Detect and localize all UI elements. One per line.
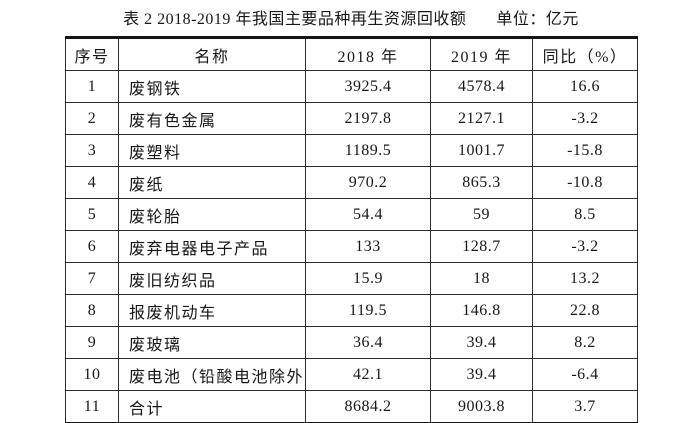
cell-category-name: 废轮胎	[118, 198, 306, 231]
cell-yoy-percent: -15.8	[532, 134, 638, 167]
cell-value-2018: 36.4	[305, 326, 431, 359]
cell-value-2019: 18	[430, 262, 533, 295]
cell-category-name: 合计	[118, 390, 306, 423]
cell-yoy-percent: -10.8	[532, 166, 638, 199]
cell-value-2018: 119.5	[305, 294, 431, 327]
cell-serial-number: 1	[65, 70, 119, 103]
cell-value-2019: 1001.7	[430, 134, 533, 167]
cell-serial-number: 10	[65, 358, 119, 391]
cell-serial-number: 9	[65, 326, 119, 359]
cell-category-name: 废塑料	[118, 134, 306, 167]
cell-value-2019: 39.4	[430, 326, 533, 359]
cell-serial-number: 5	[65, 198, 119, 231]
cell-value-2018: 133	[305, 230, 431, 263]
header-serial-number: 序号	[65, 37, 119, 71]
table-row: 6 废弃电器电子产品 133 128.7 -3.2	[65, 230, 638, 263]
header-yoy-percent: 同比（%）	[532, 37, 638, 71]
cell-yoy-percent: 22.8	[532, 294, 638, 327]
cell-serial-number: 6	[65, 230, 119, 263]
cell-value-2019: 146.8	[430, 294, 533, 327]
header-year-2019: 2019 年	[430, 37, 533, 71]
cell-yoy-percent: 16.6	[532, 70, 638, 103]
cell-category-name: 废弃电器电子产品	[118, 230, 306, 263]
cell-value-2019: 4578.4	[430, 70, 533, 103]
table-row: 9 废玻璃 36.4 39.4 8.2	[65, 326, 638, 359]
cell-serial-number: 3	[65, 134, 119, 167]
cell-yoy-percent: -6.4	[532, 358, 638, 391]
cell-value-2019: 9003.8	[430, 390, 533, 423]
cell-yoy-percent: -3.2	[532, 230, 638, 263]
cell-serial-number: 2	[65, 102, 119, 135]
cell-yoy-percent: 8.2	[532, 326, 638, 359]
cell-value-2018: 1189.5	[305, 134, 431, 167]
table-row: 10 废电池（铅酸电池除外） 42.1 39.4 -6.4	[65, 358, 638, 391]
recycling-table: 序号 名称 2018 年 2019 年 同比（%） 1 废钢铁 3925.4 4…	[65, 36, 638, 423]
table-row: 4 废纸 970.2 865.3 -10.8	[65, 166, 638, 199]
cell-yoy-percent: 13.2	[532, 262, 638, 295]
cell-yoy-percent: -3.2	[532, 102, 638, 135]
cell-category-name: 报废机动车	[118, 294, 306, 327]
table-row: 3 废塑料 1189.5 1001.7 -15.8	[65, 134, 638, 167]
cell-value-2018: 2197.8	[305, 102, 431, 135]
cell-value-2019: 59	[430, 198, 533, 231]
cell-value-2018: 970.2	[305, 166, 431, 199]
cell-value-2019: 128.7	[430, 230, 533, 263]
cell-value-2019: 865.3	[430, 166, 533, 199]
cell-value-2018: 3925.4	[305, 70, 431, 103]
cell-category-name: 废钢铁	[118, 70, 306, 103]
cell-value-2018: 15.9	[305, 262, 431, 295]
table-row: 11 合计 8684.2 9003.8 3.7	[65, 390, 638, 423]
cell-serial-number: 11	[65, 390, 119, 423]
cell-category-name: 废纸	[118, 166, 306, 199]
cell-serial-number: 7	[65, 262, 119, 295]
table-header-row: 序号 名称 2018 年 2019 年 同比（%）	[65, 37, 638, 71]
cell-category-name: 废旧纺织品	[118, 262, 306, 295]
table-row: 8 报废机动车 119.5 146.8 22.8	[65, 294, 638, 327]
document-page: 表 2 2018-2019 年我国主要品种再生资源回收额 单位：亿元 序号 名称…	[0, 5, 698, 423]
cell-category-name: 废电池（铅酸电池除外）	[118, 358, 306, 391]
table-caption-title: 表 2 2018-2019 年我国主要品种再生资源回收额	[123, 11, 467, 28]
cell-serial-number: 4	[65, 166, 119, 199]
cell-value-2018: 42.1	[305, 358, 431, 391]
table-row: 7 废旧纺织品 15.9 18 13.2	[65, 262, 638, 295]
cell-value-2018: 54.4	[305, 198, 431, 231]
table-row: 1 废钢铁 3925.4 4578.4 16.6	[65, 70, 638, 103]
table-caption-unit: 单位：亿元	[496, 11, 579, 28]
cell-yoy-percent: 8.5	[532, 198, 638, 231]
cell-value-2019: 39.4	[430, 358, 533, 391]
table-body: 1 废钢铁 3925.4 4578.4 16.6 2 废有色金属 2197.8 …	[65, 70, 638, 423]
cell-value-2018: 8684.2	[305, 390, 431, 423]
table-row: 5 废轮胎 54.4 59 8.5	[65, 198, 638, 231]
cell-category-name: 废有色金属	[118, 102, 306, 135]
table-caption: 表 2 2018-2019 年我国主要品种再生资源回收额 单位：亿元	[65, 5, 637, 29]
header-year-2018: 2018 年	[305, 37, 431, 71]
table-row: 2 废有色金属 2197.8 2127.1 -3.2	[65, 102, 638, 135]
header-category-name: 名称	[118, 37, 306, 71]
cell-category-name: 废玻璃	[118, 326, 306, 359]
cell-serial-number: 8	[65, 294, 119, 327]
cell-value-2019: 2127.1	[430, 102, 533, 135]
cell-yoy-percent: 3.7	[532, 390, 638, 423]
